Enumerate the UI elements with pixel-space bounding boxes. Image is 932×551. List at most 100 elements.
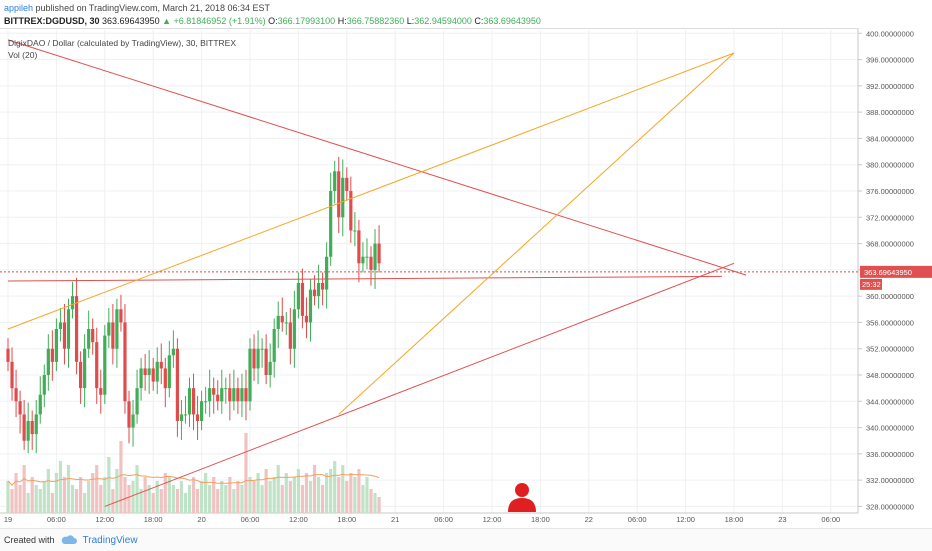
- volume-bar: [321, 485, 325, 513]
- volume-bar: [256, 473, 260, 513]
- volume-bar: [272, 477, 276, 513]
- y-tick-label: 380.00000000: [866, 161, 914, 170]
- candle-body: [268, 361, 272, 375]
- volume-bar: [119, 441, 123, 513]
- candle-body: [70, 296, 75, 310]
- x-tick-label: 18:00: [531, 515, 550, 524]
- candle-body: [10, 361, 14, 389]
- x-tick-label: 06:00: [434, 515, 453, 524]
- candle-body: [26, 421, 30, 441]
- trendline-red: [7, 275, 722, 282]
- volume-bar: [147, 485, 151, 513]
- volume-bar: [42, 481, 46, 513]
- volume-bar: [183, 493, 188, 513]
- x-tick-label: 12:00: [676, 515, 695, 524]
- candle-body: [272, 329, 276, 362]
- candle-body: [361, 256, 365, 264]
- candle-body: [42, 375, 46, 395]
- candle-body: [127, 401, 131, 428]
- volume-bar: [14, 473, 18, 513]
- candle-body: [200, 401, 204, 421]
- open-value: 366.17993100: [277, 16, 336, 26]
- y-tick-label: 344.00000000: [866, 397, 914, 406]
- candle-body: [14, 388, 18, 402]
- volume-bar: [244, 433, 248, 513]
- volume-bar: [131, 481, 135, 513]
- volume-bar: [292, 477, 296, 513]
- candle-body: [107, 322, 111, 336]
- candle-body: [135, 388, 139, 415]
- candle-body: [175, 348, 179, 421]
- volume-bar: [208, 485, 212, 513]
- candle-body: [151, 368, 155, 382]
- countdown-label: 25:32: [862, 280, 881, 289]
- x-tick-label: 22: [585, 515, 593, 524]
- candle-body: [183, 414, 188, 416]
- volume-bar: [135, 465, 139, 513]
- candle-body: [220, 388, 224, 402]
- tradingview-brand[interactable]: TradingView: [82, 534, 138, 546]
- candle-body: [232, 388, 236, 402]
- candle-body: [83, 348, 87, 389]
- candle-body: [341, 177, 345, 218]
- volume-bar: [103, 477, 107, 513]
- candle-body: [357, 230, 361, 264]
- volume-bar: [228, 477, 232, 513]
- x-tick-label: 06:00: [628, 515, 647, 524]
- volume-bar: [377, 497, 381, 513]
- ohlc-bar: BITTREX:DGDUSD, 30 363.69643950 ▲ +6.818…: [4, 16, 541, 26]
- volume-bar: [284, 473, 288, 513]
- candle-body: [191, 388, 196, 415]
- x-tick-label: 23: [778, 515, 786, 524]
- price-chart[interactable]: 328.00000000 332.00000000 336.00000000 340.…: [0, 28, 932, 525]
- candle-body: [74, 296, 79, 362]
- volume-bar: [276, 465, 280, 513]
- candle-body: [308, 289, 313, 323]
- candle-body: [87, 329, 91, 349]
- candle-body: [179, 414, 184, 421]
- trendline-orange: [338, 52, 735, 415]
- volume-bar: [87, 481, 91, 513]
- footer: Created with TradingView: [0, 528, 932, 551]
- volume-bar: [232, 489, 236, 513]
- volume-bar: [91, 473, 95, 513]
- x-tick-label: 12:00: [483, 515, 502, 524]
- candle-body: [159, 361, 163, 369]
- volume-bar: [163, 473, 167, 513]
- volume-bar: [171, 485, 175, 513]
- volume-bar: [79, 477, 83, 513]
- candle-body: [329, 191, 333, 257]
- candle-body: [212, 388, 216, 395]
- volume-bar: [369, 489, 373, 513]
- trendline-red: [104, 262, 735, 507]
- volume-bar: [288, 481, 292, 513]
- volume-bar: [236, 481, 240, 513]
- candle-body: [99, 388, 103, 395]
- candle-body: [260, 348, 264, 350]
- author-link[interactable]: appileh: [4, 3, 34, 13]
- volume-bar: [46, 469, 50, 513]
- candle-body: [377, 243, 381, 264]
- candle-body: [280, 315, 284, 323]
- y-tick-label: 360.00000000: [866, 292, 914, 301]
- chart-area[interactable]: 328.00000000 332.00000000 336.00000000 340.…: [0, 28, 932, 525]
- candle-body: [240, 388, 244, 402]
- symbol-label[interactable]: BITTREX:DGDUSD, 30: [4, 16, 100, 26]
- change-value: ▲ +6.81846952 (+1.91%): [162, 16, 266, 26]
- candle-body: [256, 348, 260, 369]
- x-tick-label: 19: [4, 515, 12, 524]
- candle-body: [292, 309, 296, 349]
- volume-bar: [95, 465, 99, 513]
- candle-body: [123, 322, 127, 402]
- y-tick-label: 348.00000000: [866, 371, 914, 380]
- volume-bar: [316, 477, 321, 513]
- volume-bar: [357, 469, 361, 513]
- published-text: published on TradingView.com, March 21, …: [35, 3, 271, 13]
- volume-bar: [139, 489, 143, 513]
- volume-bar: [10, 489, 14, 513]
- close-label: C:: [474, 16, 484, 26]
- volume-bar: [167, 477, 171, 513]
- trendline-orange: [7, 52, 735, 330]
- trendline-red: [7, 39, 747, 276]
- volume-bar: [268, 481, 272, 513]
